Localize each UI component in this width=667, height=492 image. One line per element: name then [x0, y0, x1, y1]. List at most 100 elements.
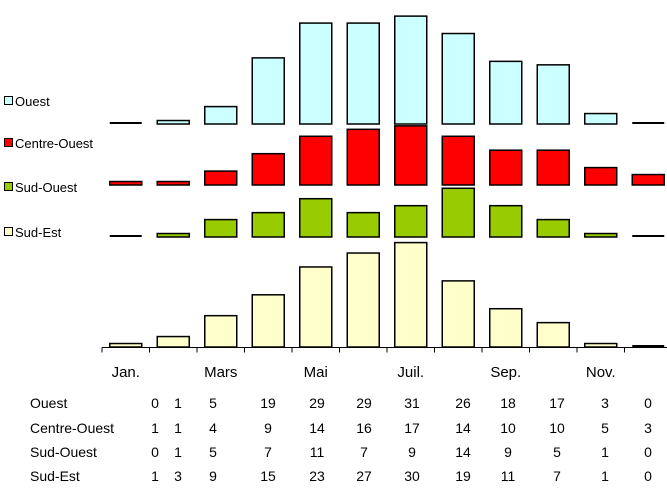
table-row-label-sud-est: Sud-Est [30, 468, 80, 484]
bar-centre-ouest-10 [536, 149, 570, 186]
x-tick-label-jan: Jan. [112, 364, 140, 381]
table-cell-sud-ouest-11: 1 [601, 444, 609, 460]
bar-sud-ouest-8 [441, 187, 475, 238]
table-cell-sud-est-8: 19 [455, 468, 471, 484]
bar-centre-ouest-11 [584, 166, 618, 186]
bar-ouest-6 [346, 22, 380, 125]
table-cell-ouest-9: 18 [500, 395, 516, 411]
bar-sud-est-6 [346, 252, 380, 348]
table-cell-ouest-6: 29 [356, 395, 372, 411]
table-cell-sud-est-7: 30 [404, 468, 420, 484]
bar-sud-est-1 [109, 342, 143, 348]
legend-label-centre-ouest: Centre-Ouest [15, 136, 93, 151]
table-cell-sud-est-12: 0 [644, 468, 652, 484]
bar-sud-est-4 [251, 294, 285, 348]
table-cell-sud-est-11: 1 [601, 468, 609, 484]
legend-swatch-ouest [4, 96, 13, 105]
bar-centre-ouest-8 [441, 135, 475, 186]
table-cell-sud-ouest-7: 9 [408, 444, 416, 460]
bar-sud-est-5 [299, 266, 333, 348]
table-cell-centre-ouest-7: 17 [404, 420, 420, 436]
table-cell-centre-ouest-9: 10 [500, 420, 516, 436]
bar-sud-ouest-10 [536, 218, 570, 238]
bar-ouest-1 [109, 122, 142, 124]
bar-sud-ouest-5 [299, 197, 333, 238]
bar-ouest-2 [156, 119, 190, 125]
x-tick-label-mai: Mai [304, 364, 328, 381]
table-cell-ouest-10: 17 [549, 395, 565, 411]
x-tick-label-sep: Sep. [490, 364, 521, 381]
bar-sud-ouest-12 [632, 235, 665, 237]
bar-centre-ouest-5 [299, 135, 333, 186]
bar-ouest-8 [441, 32, 475, 125]
table-cell-ouest-4: 19 [260, 395, 276, 411]
bar-centre-ouest-7 [394, 125, 428, 186]
table-cell-sud-est-5: 23 [309, 468, 325, 484]
table-cell-ouest-1: 0 [151, 395, 159, 411]
x-tick-label-juil: Juil. [397, 364, 424, 381]
table-cell-centre-ouest-5: 14 [309, 420, 325, 436]
bar-ouest-7 [394, 15, 428, 125]
legend-swatch-centre-ouest [4, 138, 13, 147]
table-cell-centre-ouest-1: 1 [151, 420, 159, 436]
table-cell-ouest-2: 1 [174, 395, 182, 411]
bar-centre-ouest-4 [251, 152, 285, 186]
bar-ouest-11 [584, 112, 618, 125]
legend-label-ouest: Ouest [15, 94, 50, 109]
legend-label-sud-est: Sud-Est [15, 225, 62, 240]
table-cell-centre-ouest-3: 4 [209, 420, 217, 436]
table-cell-sud-ouest-5: 11 [310, 444, 325, 460]
legend-swatch-sud-est [4, 227, 13, 236]
bar-centre-ouest-9 [489, 149, 523, 186]
table-cell-centre-ouest-8: 14 [455, 420, 471, 436]
table-cell-centre-ouest-6: 16 [356, 420, 372, 436]
legend-swatch-sud-ouest [4, 182, 13, 191]
table-row-label-ouest: Ouest [30, 395, 67, 411]
bar-sud-ouest-4 [251, 211, 285, 238]
table-cell-centre-ouest-12: 3 [644, 420, 652, 436]
bar-sud-ouest-9 [489, 204, 523, 238]
table-cell-ouest-3: 5 [209, 395, 217, 411]
table-cell-centre-ouest-11: 5 [601, 420, 609, 436]
table-cell-ouest-11: 3 [601, 395, 609, 411]
bar-ouest-10 [536, 64, 570, 125]
table-cell-sud-ouest-10: 5 [553, 444, 561, 460]
table-cell-sud-est-9: 11 [501, 468, 516, 484]
table-cell-sud-ouest-12: 0 [644, 444, 652, 460]
bar-sud-est-10 [536, 321, 570, 348]
bar-sud-est-7 [394, 241, 428, 348]
bar-sud-ouest-6 [346, 211, 380, 238]
table-cell-centre-ouest-2: 1 [174, 420, 182, 436]
table-cell-sud-ouest-9: 9 [504, 444, 512, 460]
bar-centre-ouest-3 [204, 170, 238, 186]
bar-centre-ouest-2 [156, 180, 190, 186]
table-row-label-sud-ouest: Sud-Ouest [30, 444, 97, 460]
table-cell-sud-est-2: 3 [174, 468, 182, 484]
bar-centre-ouest-1 [109, 180, 143, 186]
table-cell-sud-ouest-1: 0 [151, 444, 159, 460]
table-cell-sud-est-1: 1 [151, 468, 159, 484]
table-cell-sud-ouest-8: 14 [455, 444, 471, 460]
bar-ouest-4 [251, 57, 285, 125]
legend-label-sud-ouest: Sud-Ouest [15, 180, 78, 195]
bar-ouest-9 [489, 60, 523, 125]
bar-sud-ouest-11 [584, 232, 618, 238]
bar-sud-ouest-2 [156, 232, 190, 238]
x-tick-label-mars: Mars [204, 364, 237, 381]
table-cell-ouest-12: 0 [644, 395, 652, 411]
table-cell-sud-est-10: 7 [553, 468, 561, 484]
bar-sud-est-12 [632, 345, 665, 347]
table-cell-sud-est-4: 15 [260, 468, 276, 484]
table-cell-sud-ouest-2: 1 [174, 444, 182, 460]
bar-ouest-3 [204, 105, 238, 125]
bar-sud-est-8 [441, 280, 475, 348]
table-row-label-centre-ouest: Centre-Ouest [30, 420, 114, 436]
bar-sud-est-2 [156, 335, 190, 348]
bar-sud-est-3 [204, 314, 238, 348]
bar-centre-ouest-6 [346, 128, 380, 186]
table-cell-ouest-7: 31 [404, 395, 420, 411]
bar-centre-ouest-12 [631, 173, 665, 186]
bar-sud-ouest-1 [109, 235, 142, 237]
bar-sud-est-11 [584, 342, 618, 348]
